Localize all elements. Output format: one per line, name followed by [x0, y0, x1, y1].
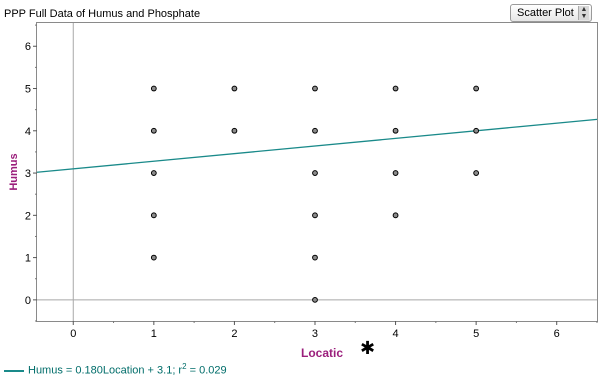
data-point [392, 170, 399, 176]
data-point [150, 127, 157, 134]
data-point [473, 127, 480, 134]
data-point [473, 170, 480, 176]
x-tick-label: 6 [554, 328, 560, 340]
data-point [312, 85, 318, 92]
data-point [312, 296, 318, 303]
y-axis-label: Humus [8, 153, 20, 190]
data-point [231, 85, 238, 92]
equation-superscript: 2 [182, 362, 187, 371]
data-point [312, 170, 318, 176]
y-tick-label: 1 [25, 253, 31, 265]
asterisk-cursor-icon: ✱ [360, 338, 376, 359]
data-point [392, 212, 399, 219]
y-tick-label: 0 [25, 295, 31, 307]
y-tick-label: 5 [25, 84, 31, 96]
data-point [473, 85, 480, 92]
data-point [231, 127, 238, 134]
plot-area-border [36, 22, 598, 322]
up-down-arrows-icon: ▲ ▼ [578, 6, 589, 20]
x-tick-label: 0 [70, 328, 76, 340]
regression-line [36, 118, 598, 173]
x-tick-label: 3 [312, 328, 318, 340]
x-tick-label: 4 [392, 328, 398, 340]
x-tick-label: 1 [151, 328, 157, 340]
y-tick-label: 6 [25, 41, 31, 53]
x-tick-label: 2 [231, 328, 237, 340]
y-tick-label: 2 [25, 210, 31, 222]
y-tick-label: 4 [25, 126, 31, 138]
regression-line-swatch [4, 369, 24, 372]
data-point [150, 254, 157, 261]
x-axis-label: Locatic [301, 346, 343, 360]
equation-prefix: Humus = 0.180Location + 3.1; r [28, 364, 183, 377]
chart-title: PPP Full Data of Humus and Phosphate [4, 8, 201, 20]
data-point [312, 127, 318, 134]
plot-type-label: Scatter Plot [517, 7, 574, 19]
data-point [312, 212, 318, 219]
equation-suffix: = 0.029 [186, 364, 227, 377]
data-point [150, 212, 157, 219]
data-point [392, 127, 399, 134]
data-point [312, 254, 318, 261]
data-point [150, 85, 157, 92]
data-point [392, 85, 399, 92]
plot-type-select[interactable]: Scatter Plot ▲ ▼ [510, 4, 592, 22]
data-point [150, 170, 157, 176]
y-tick-label: 3 [25, 168, 31, 180]
x-tick-label: 5 [473, 328, 479, 340]
regression-equation: Humus = 0.180Location + 3.1; r2 = 0.029 [4, 362, 227, 377]
